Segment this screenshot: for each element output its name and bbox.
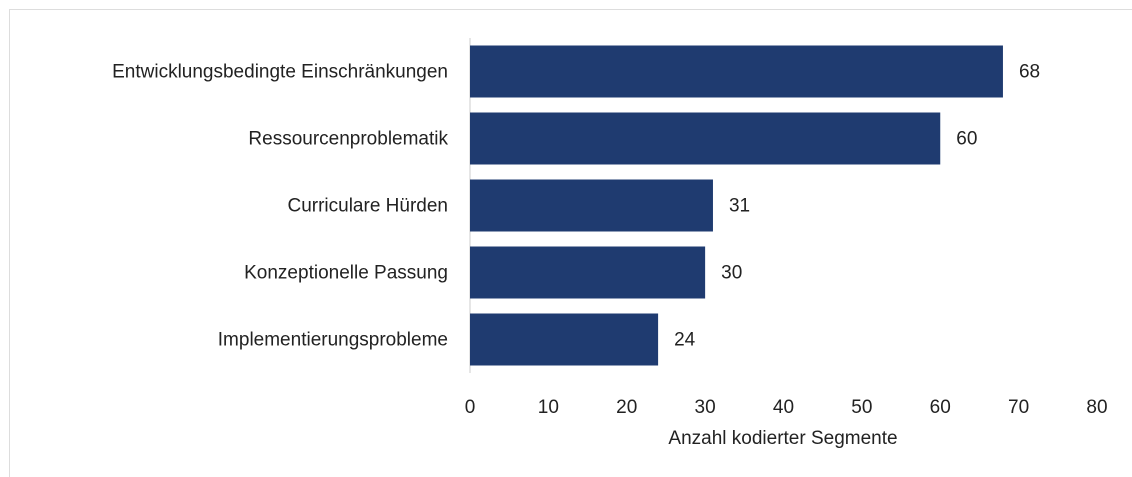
y-tick-label: Entwicklungsbedingte Einschränkungen <box>112 62 448 83</box>
value-label: 30 <box>721 263 742 284</box>
y-tick-label: Implementierungsprobleme <box>218 330 448 351</box>
x-tick-label: 50 <box>851 397 872 418</box>
bar <box>470 179 713 232</box>
y-tick-label: Konzeptionelle Passung <box>244 263 448 284</box>
value-label: 31 <box>729 196 750 217</box>
value-label: 60 <box>956 129 977 150</box>
frame <box>9 9 1132 477</box>
x-tick-label: 40 <box>773 397 794 418</box>
x-tick-label: 30 <box>695 397 716 418</box>
bar <box>470 246 706 299</box>
x-tick-label: 0 <box>465 397 476 418</box>
x-axis-label: Anzahl kodierter Segmente <box>668 428 897 449</box>
x-tick-label: 10 <box>538 397 559 418</box>
bar <box>470 45 1003 98</box>
value-label: 68 <box>1019 62 1040 83</box>
x-tick-label: 70 <box>1008 397 1029 418</box>
x-tick-label: 80 <box>1086 397 1107 418</box>
bar <box>470 112 941 165</box>
x-tick-label: 60 <box>930 397 951 418</box>
x-tick-label: 20 <box>616 397 637 418</box>
y-tick-label: Curriculare Hürden <box>287 196 448 217</box>
y-tick-label: Ressourcenproblematik <box>248 129 448 150</box>
value-label: 24 <box>674 330 696 351</box>
bar <box>470 313 659 366</box>
